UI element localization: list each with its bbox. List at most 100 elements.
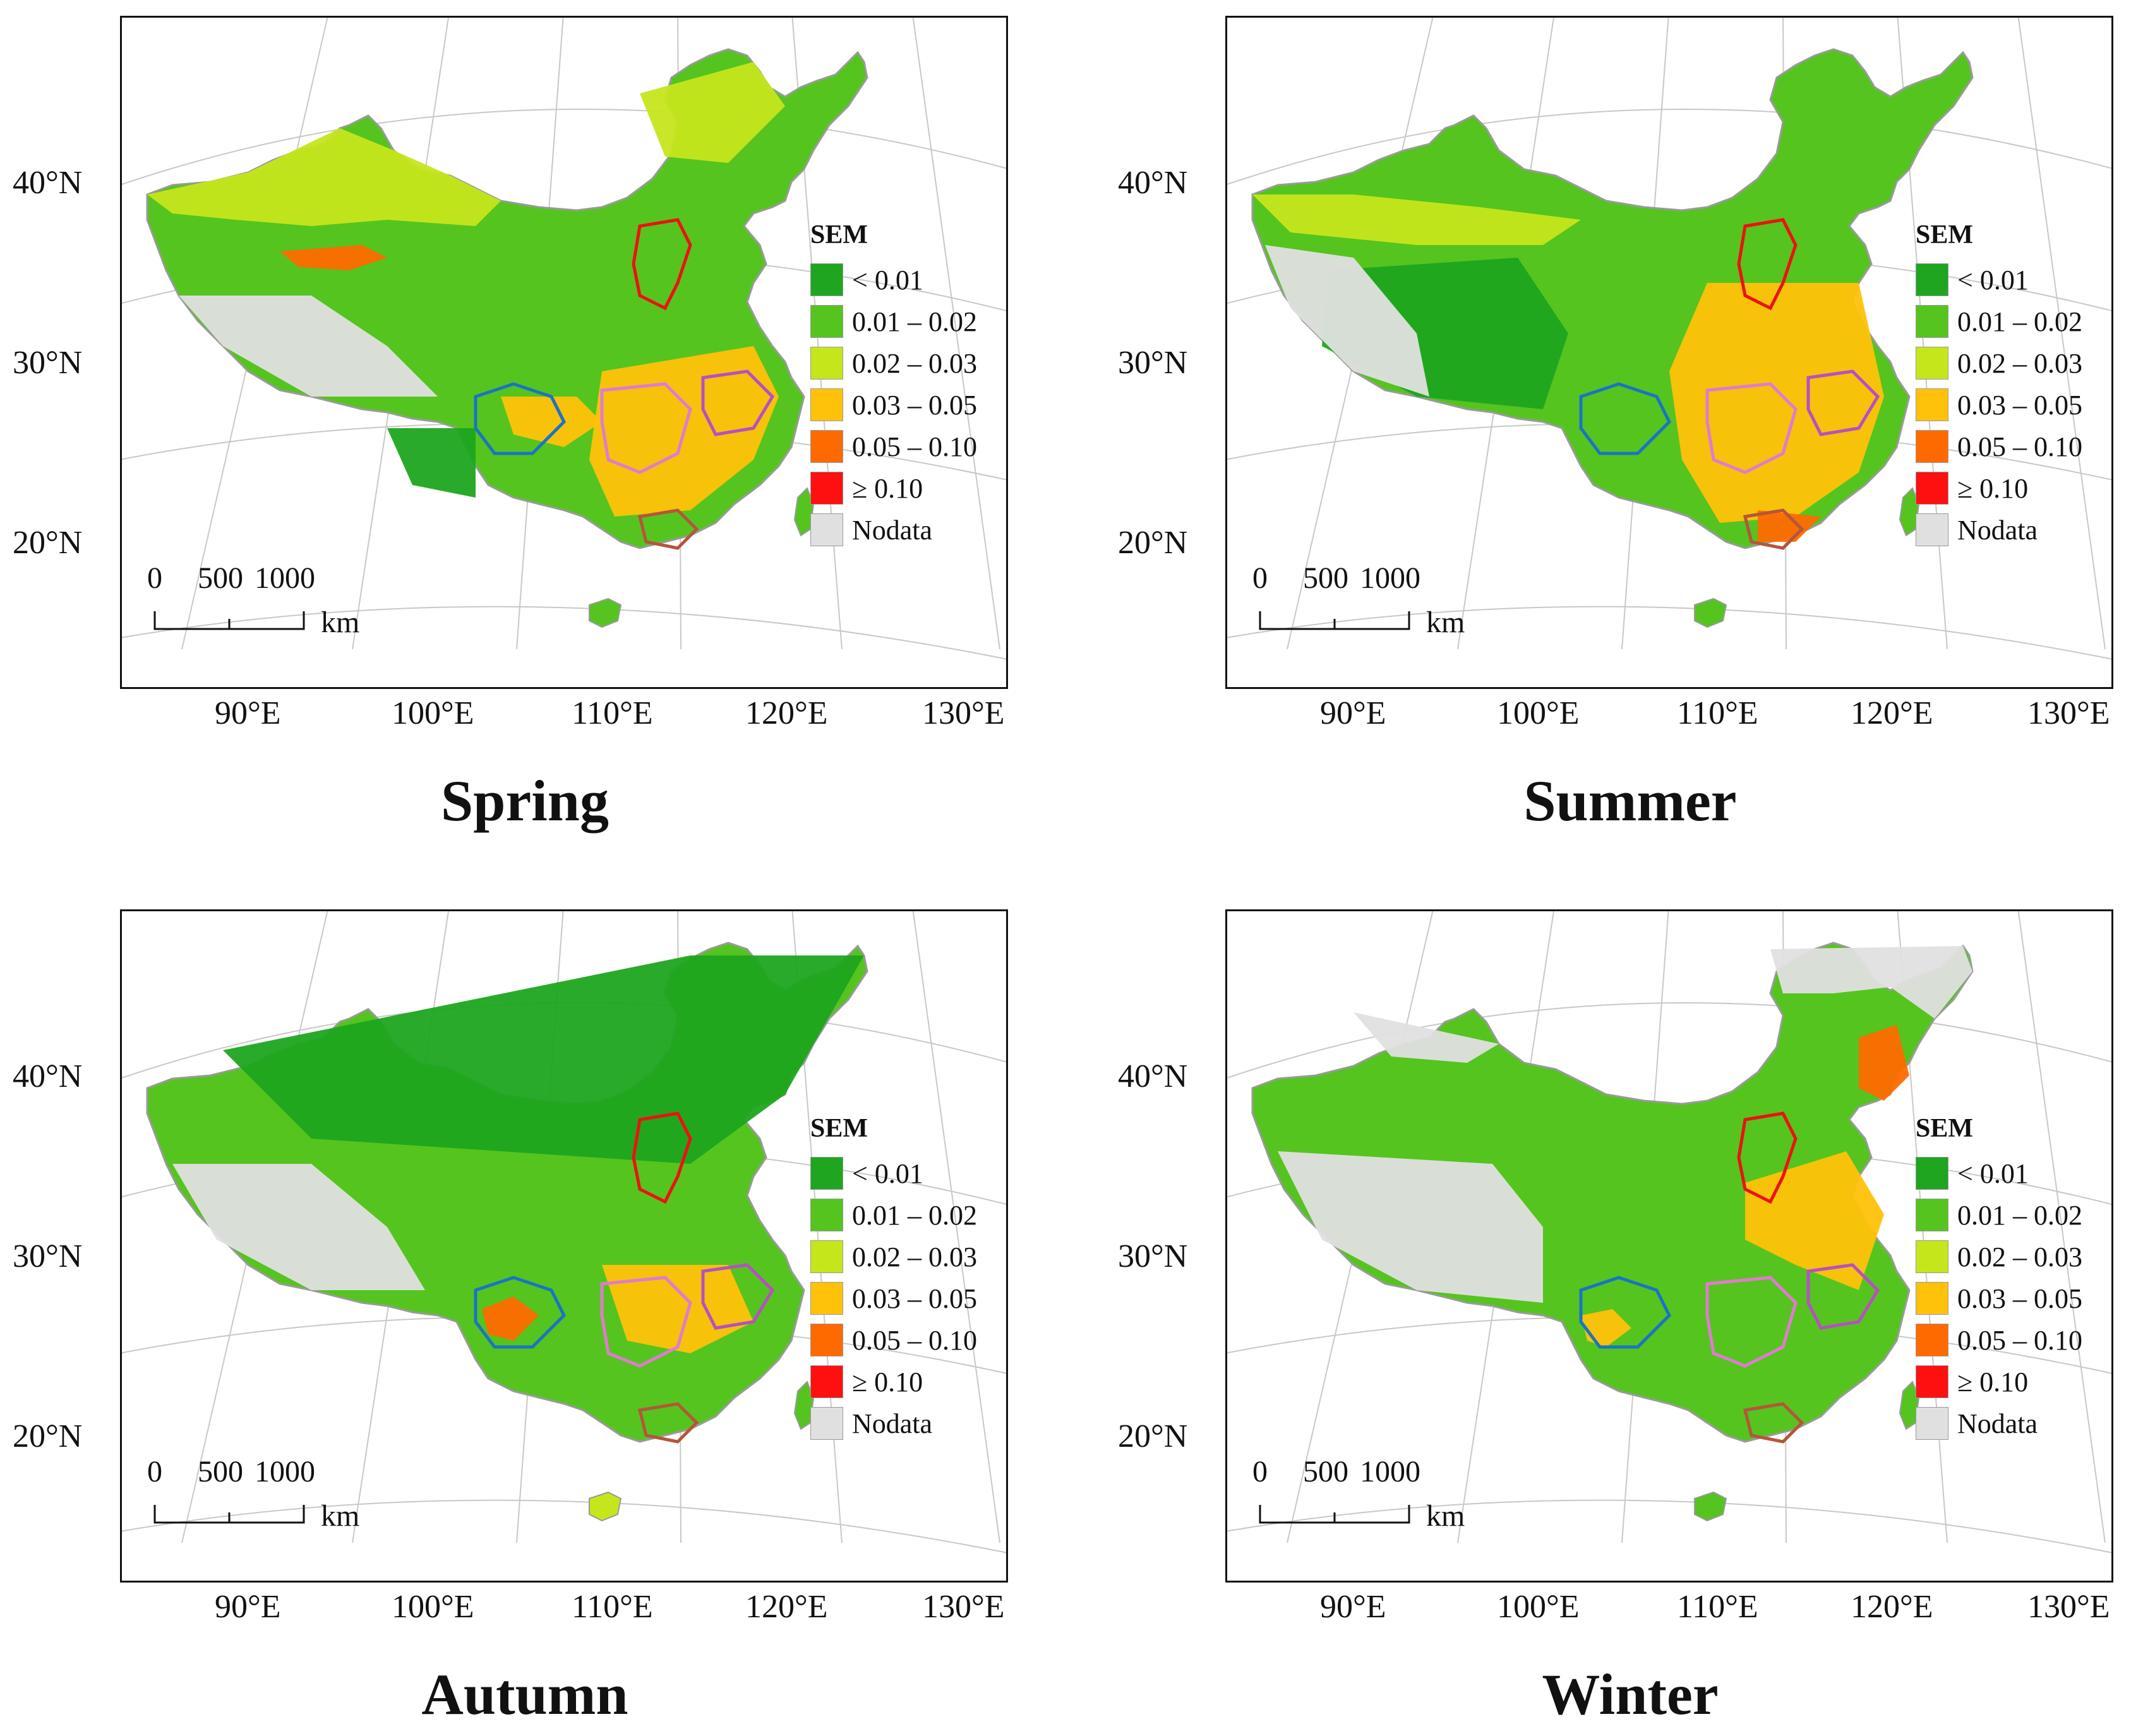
longitude-label: 90°E (1320, 1589, 1386, 1625)
longitude-label: 90°E (215, 1589, 281, 1625)
legend-title: SEM (1916, 1114, 1974, 1143)
sem-zone (1252, 195, 1581, 245)
region-boundary (1705, 1276, 1798, 1368)
latitude-label: 20°N (13, 1418, 83, 1454)
scale-bar-line (1259, 611, 1410, 630)
longitude-label: 100°E (392, 695, 474, 731)
legend: SEM < 0.01 0.01 – 0.02 0.02 – 0.03 0.03 – 0.… (810, 220, 977, 551)
scale-unit: km (1426, 606, 1465, 639)
legend-label: ≥ 0.10 (1957, 1366, 2029, 1398)
sem-zone (501, 397, 602, 447)
legend-swatch (810, 1199, 843, 1231)
legend-swatch (810, 1282, 843, 1315)
legend-item: 0.03 – 0.05 (1916, 384, 2082, 426)
scale-bar-line (153, 611, 305, 630)
region-boundary (637, 1402, 699, 1444)
legend-swatch (810, 1407, 843, 1440)
legend-swatch (810, 430, 843, 463)
legend-swatch (810, 388, 843, 421)
scale-tick-label: 0 (147, 1455, 162, 1488)
latitude-label: 20°N (1118, 525, 1188, 561)
scale-tick-label: 1000 (1360, 561, 1420, 595)
graticule-parallel (1227, 606, 2111, 660)
region-boundary (1579, 382, 1672, 455)
region-boundary (600, 1276, 692, 1368)
sem-zone (1265, 245, 1429, 397)
longitude-label: 120°E (1851, 695, 1933, 731)
sem-zone (1770, 946, 1972, 1019)
legend-swatch (810, 513, 843, 546)
legend-item: 0.05 – 0.10 (1916, 1319, 2082, 1361)
longitude-label: 90°E (215, 695, 281, 731)
region-boundary (474, 382, 567, 455)
latitude-label: 40°N (13, 165, 83, 201)
hainan (1694, 597, 1727, 628)
legend-item: < 0.01 (810, 259, 977, 301)
legend-label: 0.01 – 0.02 (852, 1199, 977, 1231)
longitude-label: 120°E (1851, 1589, 1933, 1625)
region-boundary (701, 1263, 775, 1330)
graticule-parallel (122, 606, 1006, 660)
legend-item: 0.02 – 0.03 (810, 1236, 977, 1278)
legend-label: 0.03 – 0.05 (852, 389, 977, 421)
latitude-label: 30°N (1118, 345, 1188, 381)
region-boundary (1737, 1111, 1798, 1204)
longitude-label: 120°E (745, 1589, 828, 1625)
scale-bar: 0 500 1000 km (1252, 561, 1492, 649)
legend-label: 0.05 – 0.10 (1957, 431, 2082, 462)
scale-bar-line (1259, 1505, 1410, 1524)
legend-label: 0.01 – 0.02 (1957, 1199, 2082, 1231)
longitude-label: 90°E (1320, 695, 1386, 731)
graticule-meridian (2017, 911, 2106, 1543)
legend-item: ≥ 0.10 (810, 1361, 977, 1403)
longitude-label: 130°E (2027, 1589, 2110, 1625)
legend-swatch (1916, 347, 1948, 380)
sem-zone (179, 296, 438, 397)
legend-label: 0.02 – 0.03 (852, 1241, 977, 1272)
legend-label: 0.02 – 0.03 (1957, 1241, 2082, 1272)
legend-label: 0.03 – 0.05 (852, 1283, 977, 1314)
legend: SEM < 0.01 0.01 – 0.02 0.02 – 0.03 0.03 – 0.… (1916, 1113, 2082, 1444)
legend-swatch (810, 1365, 843, 1398)
legend-label: Nodata (1957, 1408, 2038, 1439)
latitude-label: 30°N (13, 345, 83, 381)
sem-zone (147, 128, 501, 226)
legend-swatch (1916, 263, 1948, 296)
legend-item: 0.05 – 0.10 (810, 426, 977, 467)
legend-swatch (1916, 472, 1948, 505)
sem-zone (387, 428, 476, 498)
panel-title: Spring (441, 769, 609, 833)
map-canvas (1227, 911, 2111, 1553)
region-boundary (1743, 508, 1804, 550)
legend: SEM < 0.01 0.01 – 0.02 0.02 – 0.03 0.03 – 0.… (810, 1113, 977, 1444)
scale-tick-label: 500 (198, 561, 243, 595)
legend-label: 0.03 – 0.05 (1957, 1283, 2082, 1314)
graticule-parallel (1227, 1002, 2111, 1079)
latitude-label: 40°N (1118, 1058, 1188, 1094)
legend-item: 0.02 – 0.03 (810, 342, 977, 384)
legend-item: < 0.01 (1916, 259, 2082, 301)
region-boundary (1743, 1402, 1804, 1444)
scale-tick-label: 500 (1303, 1455, 1348, 1488)
sem-zone (1278, 1151, 1543, 1303)
legend-item: 0.05 – 0.10 (810, 1319, 977, 1361)
legend-label: < 0.01 (1957, 264, 2029, 296)
legend-label: 0.03 – 0.05 (1957, 389, 2082, 421)
longitude-label: 130°E (922, 695, 1005, 731)
hainan (1694, 1491, 1727, 1522)
region-boundary (632, 1111, 692, 1204)
legend-item: ≥ 0.10 (1916, 467, 2082, 509)
legend-label: ≥ 0.10 (1957, 472, 2029, 504)
region-boundary (1806, 1263, 1880, 1330)
legend-label: ≥ 0.10 (852, 1366, 923, 1398)
longitude-label: 130°E (2027, 695, 2110, 731)
legend-label: Nodata (852, 1408, 933, 1439)
legend-swatch (810, 472, 843, 505)
scale-tick-label: 0 (147, 561, 162, 595)
scale-bar: 0 500 1000 km (147, 1454, 387, 1543)
longitude-label: 110°E (1677, 695, 1758, 731)
legend-swatch (1916, 1324, 1948, 1356)
longitude-label: 100°E (1497, 1589, 1580, 1625)
legend-item: < 0.01 (1916, 1152, 2082, 1194)
legend-item: 0.01 – 0.02 (1916, 301, 2082, 342)
